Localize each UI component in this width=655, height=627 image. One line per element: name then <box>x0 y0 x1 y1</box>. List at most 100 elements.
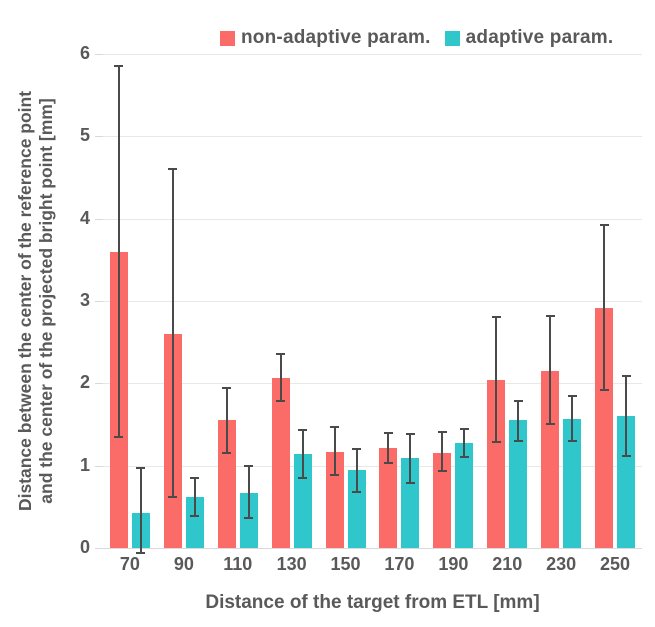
error-cap-bottom-na-230 <box>545 422 555 425</box>
error-cap-top-a-130 <box>298 429 308 432</box>
error-bar-adaptive-110 <box>247 465 250 519</box>
error-bar-non-adaptive-190 <box>441 431 444 472</box>
error-cap-top-na-230 <box>545 314 555 317</box>
bar-non-adaptive-150 <box>325 451 344 548</box>
y-tick-label-4: 4 <box>79 207 90 228</box>
error-cap-bottom-a-90 <box>190 514 200 517</box>
error-cap-bottom-na-250 <box>599 388 609 391</box>
bar-adaptive-170 <box>401 458 420 548</box>
x-tick-label-190: 190 <box>438 554 469 574</box>
error-cap-top-a-90 <box>190 477 200 479</box>
y-tick-label-0: 0 <box>79 537 90 557</box>
y-tick-label-3: 3 <box>79 290 90 310</box>
x-tick-label-90: 90 <box>173 554 194 574</box>
error-bar-non-adaptive-70 <box>117 66 120 437</box>
error-cap-bottom-na-170 <box>383 462 393 465</box>
y-tickmark-2 <box>95 383 103 385</box>
error-cap-bottom-na-90 <box>168 496 178 498</box>
x-tick-label-250: 250 <box>600 554 631 574</box>
gridline-y-0 <box>103 548 642 549</box>
error-cap-top-na-70 <box>114 65 124 68</box>
y-tickmark-0 <box>95 548 103 549</box>
error-cap-bottom-a-190 <box>459 455 469 458</box>
error-cap-bottom-a-250 <box>621 454 631 457</box>
error-cap-top-a-250 <box>621 374 631 377</box>
error-cap-bottom-na-190 <box>437 470 447 473</box>
x-tick-label-170: 170 <box>384 554 415 574</box>
error-bar-non-adaptive-230 <box>549 315 552 424</box>
bar-adaptive-190 <box>455 442 474 548</box>
bar-adaptive-210 <box>509 420 528 548</box>
error-bar-adaptive-190 <box>463 429 466 457</box>
error-cap-top-a-70 <box>136 467 146 470</box>
error-cap-top-a-150 <box>352 448 362 451</box>
error-cap-top-a-190 <box>459 428 469 431</box>
error-bar-adaptive-250 <box>625 375 628 456</box>
gridline-y-2 <box>103 383 642 385</box>
error-bar-adaptive-70 <box>139 468 142 553</box>
y-tickmark-4 <box>95 218 103 220</box>
error-cap-top-na-150 <box>330 426 340 428</box>
bar-non-adaptive-190 <box>433 452 452 548</box>
y-tick-label-6: 6 <box>79 43 90 63</box>
legend-swatch-adaptive <box>444 30 460 46</box>
x-tick-label-210: 210 <box>492 554 523 574</box>
error-cap-top-a-170 <box>405 433 415 436</box>
bar-non-adaptive-170 <box>379 448 398 548</box>
x-tick-label-110: 110 <box>223 554 253 574</box>
y-tick-label-1: 1 <box>79 454 90 475</box>
legend-label-non-adaptive: non-adaptive param. <box>241 27 431 48</box>
legend-swatch-non-adaptive <box>220 30 235 46</box>
bar-adaptive-90 <box>185 497 204 548</box>
error-cap-bottom-a-70 <box>136 551 146 554</box>
error-cap-bottom-na-130 <box>276 400 286 403</box>
error-cap-top-a-210 <box>513 399 523 402</box>
error-cap-bottom-na-210 <box>491 440 501 443</box>
gridline-y-6 <box>103 54 642 55</box>
error-cap-top-na-250 <box>599 224 609 227</box>
bar-non-adaptive-130 <box>271 377 290 548</box>
error-cap-top-na-210 <box>491 315 501 318</box>
y-axis-title: Distance between the center of the refer… <box>15 91 57 511</box>
error-cap-top-na-170 <box>383 431 393 434</box>
gridline-y-3 <box>103 301 642 302</box>
x-tick-label-70: 70 <box>119 554 140 574</box>
y-tickmark-3 <box>95 301 103 302</box>
bar-adaptive-110 <box>239 492 258 548</box>
error-cap-bottom-a-150 <box>352 491 362 493</box>
error-cap-top-na-130 <box>276 352 286 355</box>
error-cap-top-na-190 <box>437 430 447 433</box>
error-bar-non-adaptive-90 <box>171 169 174 497</box>
legend-item-non-adaptive: non-adaptive param. <box>220 27 431 49</box>
gridline-y-1 <box>103 465 642 467</box>
error-cap-top-a-230 <box>567 394 577 397</box>
error-bar-adaptive-210 <box>517 400 520 441</box>
x-tick-label-130: 130 <box>276 554 307 574</box>
bar-non-adaptive-210 <box>487 380 506 548</box>
error-bar-adaptive-170 <box>409 434 412 483</box>
error-bar-non-adaptive-110 <box>225 387 228 454</box>
y-tickmark-6 <box>95 54 103 55</box>
error-cap-bottom-na-150 <box>330 473 340 476</box>
y-axis-title-line1: Distance between the center of the refer… <box>15 90 35 512</box>
x-axis-title: Distance of the target from ETL [mm] <box>205 592 540 613</box>
x-tick-label-230: 230 <box>546 554 577 574</box>
bar-adaptive-150 <box>347 469 366 548</box>
error-cap-top-a-110 <box>244 464 254 467</box>
error-bar-non-adaptive-210 <box>495 316 498 442</box>
error-bar-adaptive-90 <box>193 478 196 516</box>
gridline-y-4 <box>103 218 642 220</box>
bar-adaptive-230 <box>563 418 582 548</box>
gridline-y-5 <box>103 136 642 138</box>
legend-item-adaptive: adaptive param. <box>444 27 614 49</box>
y-tickmark-5 <box>95 136 103 138</box>
error-cap-top-na-90 <box>168 168 178 171</box>
x-tick-label-150: 150 <box>330 554 361 574</box>
error-cap-bottom-na-70 <box>114 435 124 438</box>
error-bar-non-adaptive-150 <box>333 427 336 475</box>
error-bar-adaptive-230 <box>571 395 574 441</box>
error-bar-adaptive-150 <box>355 449 358 492</box>
error-bar-non-adaptive-170 <box>387 432 390 464</box>
bar-adaptive-250 <box>617 416 636 548</box>
